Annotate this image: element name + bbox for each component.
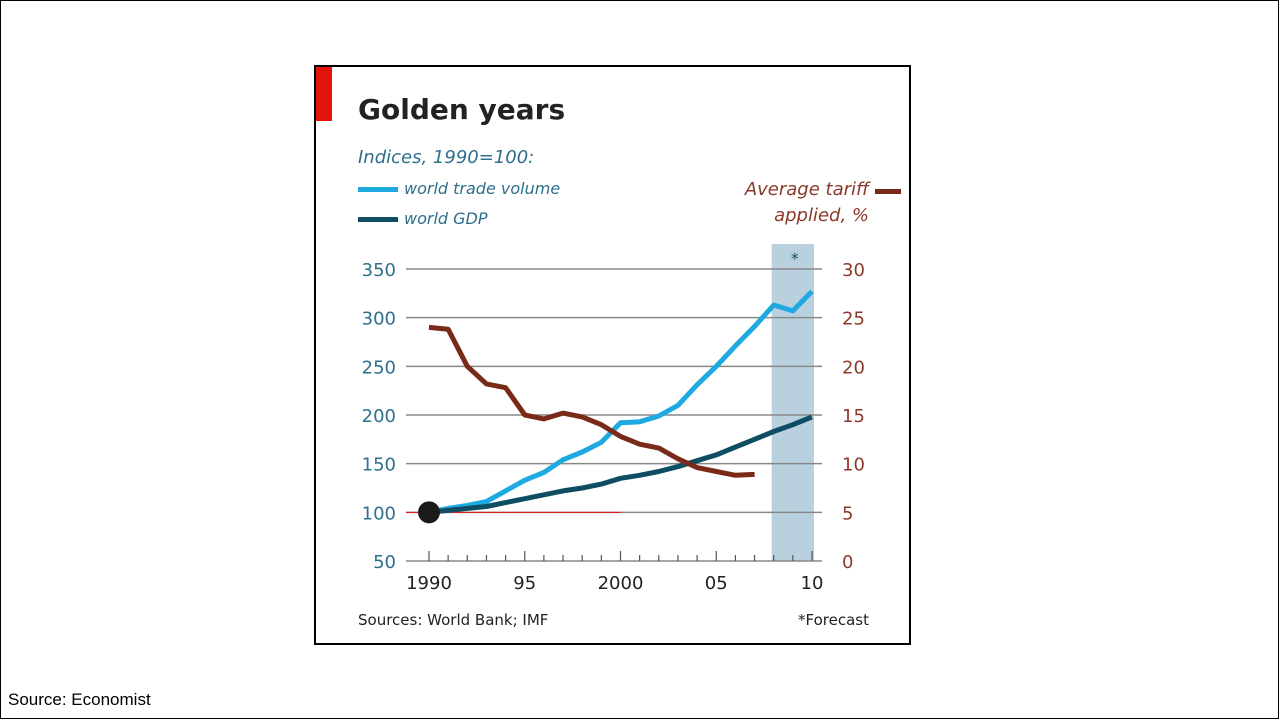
legend-label-trade: world trade volume	[404, 179, 561, 198]
legend-tariff-line2: applied, %	[774, 205, 869, 226]
legend-item-gdp: world GDP	[358, 209, 488, 228]
x-tick-label: 1990	[406, 573, 452, 594]
red-accent-tab	[316, 67, 332, 121]
forecast-footnote: *Forecast	[798, 611, 869, 629]
forecast-band	[771, 244, 814, 561]
left-tick-label: 300	[362, 309, 396, 330]
legend-swatch-tariff	[875, 189, 901, 194]
chart-title: Golden years	[358, 93, 566, 126]
right-tick-label: 10	[842, 455, 865, 476]
x-tick-label: 10	[801, 573, 824, 594]
baseline-dot	[418, 501, 440, 524]
chart-panel: Golden years Indices, 1990=100: world tr…	[314, 65, 911, 645]
sources-note: Sources: World Bank; IMF	[358, 611, 549, 629]
legend-tariff-line1: Average tariff	[744, 179, 869, 200]
x-tick-label: 2000	[598, 573, 644, 594]
left-tick-label: 200	[362, 406, 396, 427]
x-tick-label: 05	[705, 573, 728, 594]
legend-swatch-trade	[358, 187, 398, 192]
left-tick-label: 350	[362, 260, 396, 281]
right-tick-label: 25	[842, 309, 865, 330]
left-tick-label: 100	[362, 503, 396, 524]
left-tick-label: 250	[362, 357, 396, 378]
legend-tariff: Average tariff applied, %	[745, 177, 869, 229]
left-tick-label: 50	[373, 552, 396, 573]
legend-swatch-gdp	[358, 217, 398, 222]
legend-item-trade: world trade volume	[358, 179, 560, 198]
series-tariff	[428, 324, 755, 478]
legend-label-gdp: world GDP	[404, 209, 488, 228]
series-trade-volume	[428, 289, 814, 515]
left-tick-label: 150	[362, 455, 396, 476]
forecast-marker: *	[791, 249, 799, 268]
right-tick-label: 20	[842, 357, 865, 378]
series-world-gdp	[428, 414, 813, 515]
slide-caption: Source: Economist	[8, 690, 151, 709]
right-tick-label: 15	[842, 406, 865, 427]
x-tick-label: 95	[513, 573, 536, 594]
right-tick-label: 0	[842, 552, 853, 573]
right-tick-label: 30	[842, 260, 865, 281]
right-tick-label: 5	[842, 503, 853, 524]
chart-subtitle: Indices, 1990=100:	[358, 147, 535, 168]
